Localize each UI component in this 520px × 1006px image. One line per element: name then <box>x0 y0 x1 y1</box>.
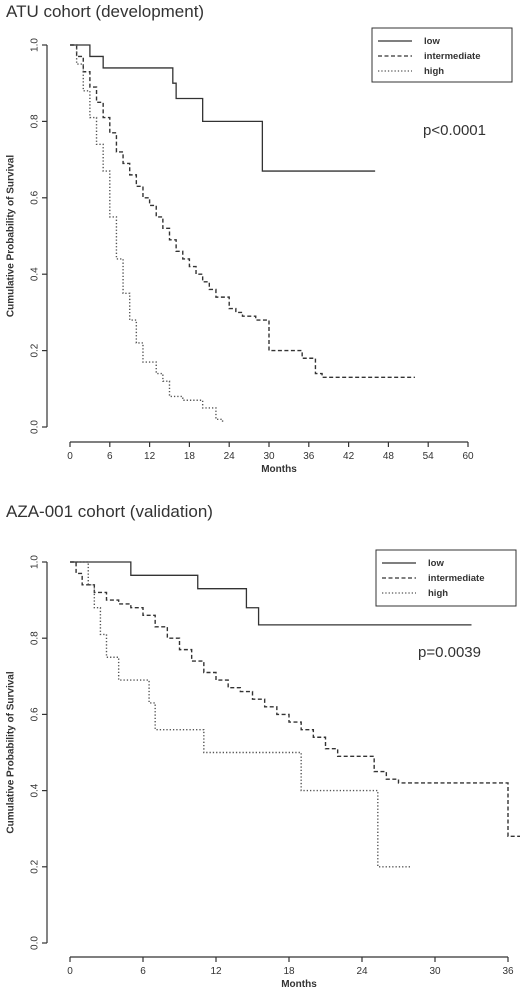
x-tick-label: 36 <box>502 966 514 977</box>
legend-label-low: low <box>428 558 444 569</box>
y-tick-label: 0.8 <box>30 631 41 645</box>
p-value-annotation: p=0.0039 <box>418 644 481 661</box>
series-line-low <box>70 44 376 172</box>
series-line-high <box>70 44 224 424</box>
x-tick-label: 18 <box>283 966 295 977</box>
x-tick-label: 36 <box>303 451 315 462</box>
x-tick-label: 18 <box>184 451 196 462</box>
x-tick-label: 0 <box>67 966 73 977</box>
y-tick-label: 0.2 <box>30 343 41 357</box>
legend-label-intermediate: intermediate <box>428 573 485 584</box>
x-tick-label: 30 <box>263 451 275 462</box>
p-value-annotation: p<0.0001 <box>423 122 486 139</box>
y-axis-label: Cumulative Probability of Survival <box>6 671 17 833</box>
x-tick-label: 6 <box>140 966 146 977</box>
legend-label-low: low <box>424 36 440 47</box>
y-tick-label: 0.0 <box>30 936 41 950</box>
chart-panel-atu: ATU cohort (development) 0 6 12 18 24 30 36 42 4… <box>0 0 520 500</box>
chart-title: AZA-001 cohort (validation) <box>6 502 213 521</box>
series-line-intermediate <box>70 561 520 838</box>
series-line-high <box>70 561 411 868</box>
y-tick-label: 0.6 <box>30 707 41 721</box>
chart-panel-aza: AZA-001 cohort (validation) 0 6 12 18 24 30 36… <box>0 500 520 1006</box>
x-tick-label: 24 <box>356 966 368 977</box>
km-chart-atu: 0 6 12 18 24 30 36 42 48 54 60 Months 0.0 0.2 0.4 0.6 0.… <box>6 27 513 475</box>
legend-label-high: high <box>428 588 448 599</box>
km-chart-aza: 0 6 12 18 24 30 36 Months 0.0 0.2 0.4 0.6 0.8 1.0 Cumu… <box>6 549 520 990</box>
y-tick-label: 0.6 <box>30 190 41 204</box>
y-tick-label: 0.8 <box>30 114 41 128</box>
x-axis-label: Months <box>261 464 297 475</box>
legend-label-high: high <box>424 66 444 77</box>
x-tick-label: 48 <box>383 451 395 462</box>
y-tick-label: 0.4 <box>30 267 41 281</box>
legend-label-intermediate: intermediate <box>424 51 481 62</box>
legend-box <box>375 549 517 607</box>
y-tick-label: 0.4 <box>30 783 41 797</box>
y-axis-label: Cumulative Probability of Survival <box>6 155 17 317</box>
y-tick-label: 0.2 <box>30 859 41 873</box>
x-tick-label: 0 <box>67 451 73 462</box>
y-tick-label: 1.0 <box>30 38 41 52</box>
x-axis-label: Months <box>281 979 317 990</box>
series-line-low <box>70 561 472 626</box>
y-tick-label: 0.0 <box>30 420 41 434</box>
series-line-intermediate <box>70 44 415 379</box>
x-tick-label: 12 <box>144 451 156 462</box>
x-tick-label: 54 <box>423 451 435 462</box>
x-tick-label: 12 <box>210 966 222 977</box>
chart-title: ATU cohort (development) <box>6 2 205 21</box>
x-tick-label: 30 <box>429 966 441 977</box>
x-tick-label: 60 <box>462 451 474 462</box>
x-tick-label: 6 <box>107 451 113 462</box>
x-tick-label: 42 <box>343 451 355 462</box>
legend-box <box>371 27 513 83</box>
x-tick-label: 24 <box>224 451 236 462</box>
y-tick-label: 1.0 <box>30 555 41 569</box>
